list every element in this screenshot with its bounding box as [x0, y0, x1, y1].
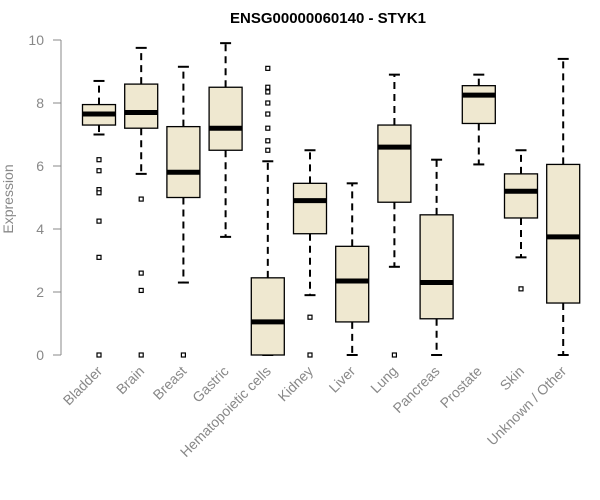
y-axis: 0 2 4 6 8 10: [28, 32, 62, 363]
outlier-point: [307, 314, 313, 320]
box-hematopoietic-cells: [250, 65, 285, 356]
box-breast: [166, 65, 201, 358]
box-body: [419, 214, 454, 320]
box-pancreas: [419, 158, 454, 356]
x-tick-label: Pancreas: [390, 363, 443, 416]
box-liver: [335, 182, 370, 356]
outlier-point: [96, 157, 102, 163]
outlier-point: [180, 352, 186, 358]
x-tick-label: Skin: [497, 363, 528, 394]
outlier-point: [265, 100, 271, 106]
outlier-point: [265, 84, 271, 90]
outlier-point: [518, 286, 524, 292]
outlier-point: [138, 270, 144, 276]
y-tick-label: 8: [36, 95, 44, 111]
outlier-point: [391, 352, 397, 358]
outlier-point: [307, 352, 313, 358]
y-tick-label: 2: [36, 284, 44, 300]
outlier-point: [265, 65, 271, 71]
x-tick-label: Lung: [367, 363, 400, 396]
outlier-point: [96, 190, 102, 196]
box-prostate: [461, 73, 496, 166]
box-bladder: [81, 79, 117, 358]
box-body: [250, 277, 285, 356]
box-body: [377, 124, 412, 203]
outlier-point: [265, 138, 271, 144]
box-body: [503, 173, 539, 219]
box-body: [124, 83, 159, 129]
box-skin: [503, 149, 539, 292]
x-tick-label: Breast: [150, 363, 190, 403]
x-tick-label: Liver: [326, 363, 359, 396]
x-tick-label: Kidney: [275, 363, 317, 405]
y-tick-label: 4: [36, 221, 44, 237]
x-tick-label: Brain: [113, 363, 147, 397]
box-brain: [124, 46, 159, 358]
outlier-point: [138, 287, 144, 294]
outlier-point: [265, 147, 271, 153]
box-body: [546, 163, 581, 304]
box-body: [208, 86, 243, 151]
outlier-point: [265, 125, 271, 131]
outlier-point: [265, 111, 271, 117]
outlier-point: [96, 352, 102, 358]
box-body: [166, 125, 201, 199]
chart-title: ENSG00000060140 - STYK1: [230, 10, 426, 27]
y-axis-label: Expression: [0, 164, 16, 233]
outlier-point: [138, 196, 144, 202]
outlier-point: [96, 218, 102, 224]
y-tick-label: 10: [28, 32, 44, 48]
outlier-point: [138, 352, 144, 358]
box-unknown-other: [546, 57, 581, 356]
box-lung: [377, 73, 412, 358]
x-tick-label: Unknown / Other: [484, 363, 570, 449]
box-kidney: [292, 149, 328, 358]
outlier-point: [265, 89, 271, 95]
x-tick-label: Prostate: [437, 363, 485, 411]
box-body: [335, 245, 370, 323]
y-tick-label: 0: [36, 347, 44, 363]
y-tick-label: 6: [36, 158, 44, 174]
box-gastric: [208, 42, 243, 238]
box-body: [292, 182, 328, 235]
x-tick-label: Bladder: [60, 363, 106, 409]
outlier-point: [96, 168, 102, 174]
boxes: [81, 42, 581, 358]
outlier-point: [96, 254, 102, 260]
box-body: [461, 85, 496, 125]
